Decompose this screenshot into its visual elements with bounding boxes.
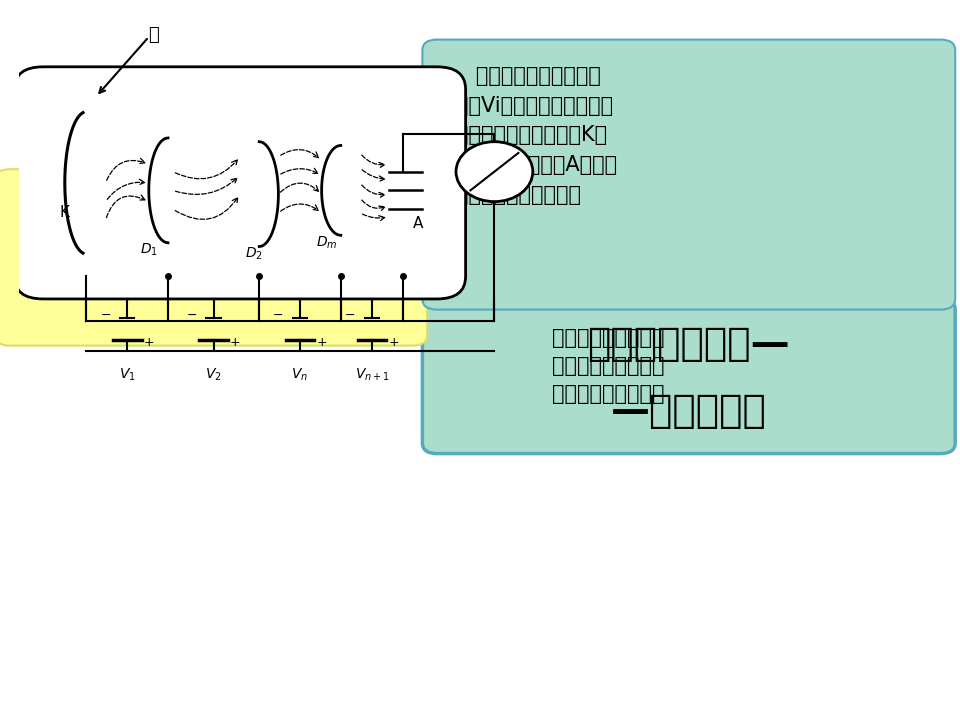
Text: +: + bbox=[316, 336, 327, 348]
FancyBboxPatch shape bbox=[422, 40, 955, 310]
Text: 与光电管相比。阴极 K、阳极
A以及管壳外，多了若干中间
电极，倍增极或打拿极。: 与光电管相比。阴极 K、阳极 A以及管壳外，多了若干中间 电极，倍增极或打拿极。 bbox=[29, 193, 199, 271]
Text: −: − bbox=[187, 310, 197, 323]
Text: —光电倍增管: —光电倍增管 bbox=[611, 392, 767, 430]
Text: $D_m$: $D_m$ bbox=[316, 235, 337, 251]
Text: $V_{2}$: $V_{2}$ bbox=[205, 366, 222, 383]
Text: $V_{n}$: $V_{n}$ bbox=[292, 366, 308, 383]
Text: +: + bbox=[143, 336, 155, 348]
Text: A: A bbox=[413, 216, 422, 231]
Text: $D_1$: $D_1$ bbox=[140, 242, 157, 258]
Text: +: + bbox=[229, 336, 241, 348]
Text: $V_{n+1}$: $V_{n+1}$ bbox=[354, 366, 390, 383]
Text: $V_{1}$: $V_{1}$ bbox=[119, 366, 135, 383]
Text: $D_2$: $D_2$ bbox=[246, 246, 263, 262]
Text: 光: 光 bbox=[148, 26, 159, 44]
Circle shape bbox=[456, 142, 533, 202]
Text: −: − bbox=[274, 310, 283, 323]
Text: 光电发射探测器—: 光电发射探测器— bbox=[588, 325, 790, 363]
Text: K: K bbox=[60, 204, 70, 220]
FancyBboxPatch shape bbox=[14, 67, 466, 299]
FancyBboxPatch shape bbox=[422, 299, 955, 454]
Text: 让光探测变得容易，
即使是非常微弱的信
号，也将成为可能。: 让光探测变得容易， 即使是非常微弱的信 号，也将成为可能。 bbox=[552, 328, 664, 404]
Text: +: + bbox=[388, 336, 399, 348]
FancyBboxPatch shape bbox=[0, 169, 427, 346]
Text: 每相邻两个电极称为一
级。Vi为各级电压，总电压
约为千伏量级，从阴极K经
打拿极Di，到阳极A，形成
逐级递增的加速电场。: 每相邻两个电极称为一 级。Vi为各级电压，总电压 约为千伏量级，从阴极K经 打拿… bbox=[456, 66, 617, 204]
Text: −: − bbox=[101, 310, 110, 323]
Text: −: − bbox=[346, 310, 355, 323]
